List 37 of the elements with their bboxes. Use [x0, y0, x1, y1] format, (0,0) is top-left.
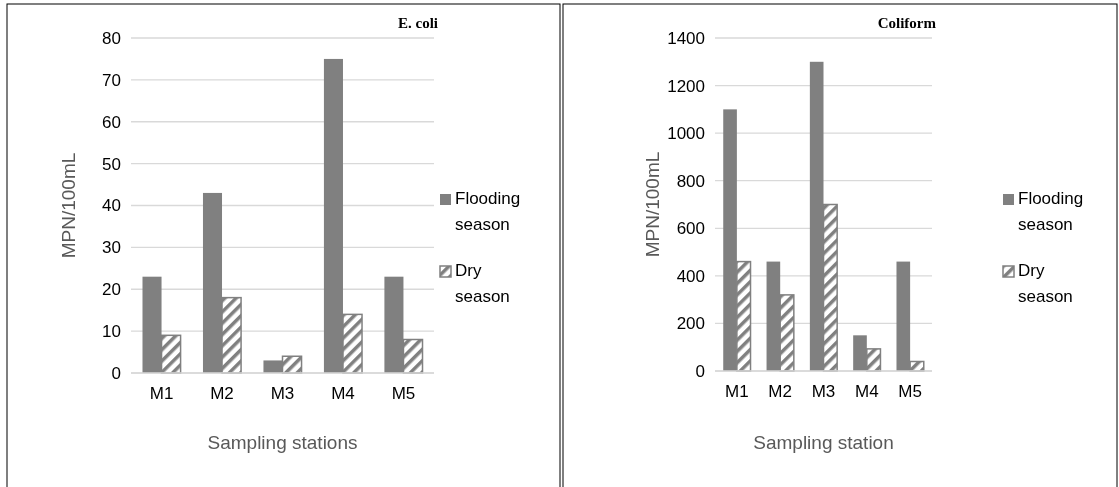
y-tick-label: 20: [102, 280, 121, 300]
y-tick-label: 0: [695, 361, 705, 381]
chart-title: E. coli: [398, 15, 438, 31]
y-tick-label: 1000: [667, 124, 705, 144]
y-tick-label: 600: [676, 219, 705, 239]
y-tick-label: 10: [102, 322, 121, 342]
y-axis-title: MPN/100mL: [642, 151, 663, 258]
y-tick-label: 0: [111, 363, 121, 383]
y-tick-label: 70: [102, 70, 121, 90]
legend-label: Flooding season: [455, 189, 521, 235]
y-tick-label: 1400: [667, 28, 705, 48]
legend-label: Flooding season: [1018, 189, 1084, 235]
y-tick-label: 60: [102, 112, 121, 132]
y-tick-label: 30: [102, 238, 121, 258]
y-tick-label: 40: [102, 196, 121, 216]
y-tick-label: 1200: [667, 76, 705, 96]
legend-label: Dry season: [455, 261, 510, 307]
x-tick-label: M3: [811, 382, 836, 402]
x-tick-label: M5: [391, 384, 416, 404]
y-tick-label: 200: [676, 314, 705, 334]
x-axis-title: Sampling stations: [207, 432, 358, 453]
y-tick-label: 80: [102, 28, 121, 48]
y-tick-label: 400: [676, 266, 705, 286]
x-tick-label: M2: [768, 382, 792, 402]
y-tick-label: 800: [676, 171, 705, 191]
x-tick-label: M4: [855, 382, 879, 402]
x-axis-title: Sampling station: [753, 432, 894, 453]
legend-label: Dry season: [1018, 261, 1073, 307]
y-tick-label: 50: [102, 154, 121, 174]
x-tick-label: M1: [725, 382, 749, 402]
x-tick-label: M1: [149, 384, 174, 404]
x-tick-label: M5: [898, 382, 922, 402]
x-tick-label: M2: [210, 384, 234, 404]
chart-title: Coliform: [877, 15, 937, 31]
x-tick-label: M3: [270, 384, 295, 404]
x-tick-label: M4: [331, 384, 355, 404]
y-axis-title: MPN/100mL: [58, 152, 79, 259]
